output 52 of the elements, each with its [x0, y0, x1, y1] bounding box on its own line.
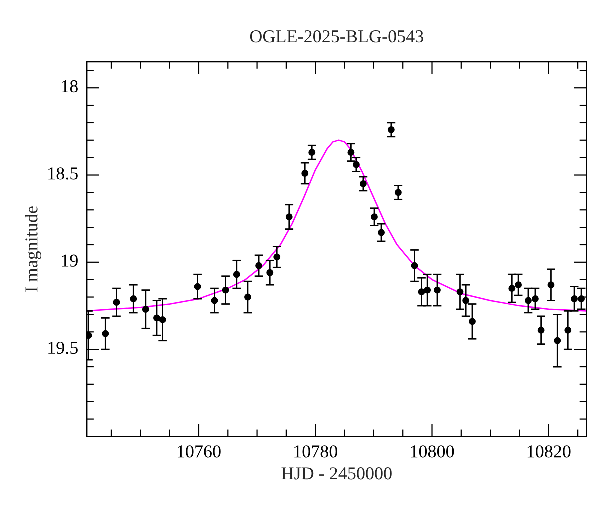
point	[113, 299, 120, 306]
point	[159, 316, 166, 324]
point	[456, 288, 464, 296]
point	[434, 286, 441, 294]
point	[154, 314, 160, 322]
point	[302, 170, 309, 177]
x-tick-label: 10780	[294, 446, 338, 458]
point	[222, 286, 230, 294]
point	[538, 326, 545, 334]
y-tick-label: 19.5	[48, 342, 78, 354]
chart-title: OGLE-2025-BLG-0543	[250, 30, 424, 43]
x-tick-label: 10760	[178, 446, 221, 458]
point	[469, 318, 476, 326]
point	[418, 288, 426, 296]
point	[130, 296, 138, 302]
point	[462, 297, 470, 304]
point	[578, 296, 586, 302]
point	[571, 296, 578, 302]
point	[525, 297, 532, 304]
point	[274, 254, 281, 261]
point	[286, 214, 293, 221]
point	[233, 271, 240, 278]
point	[554, 337, 562, 344]
point	[348, 149, 355, 156]
point	[194, 283, 202, 290]
y-tick-label: 18	[62, 80, 78, 93]
point	[211, 297, 218, 304]
point	[308, 149, 316, 156]
y-axis-title: I magnitude	[25, 206, 42, 292]
point	[508, 285, 516, 292]
point	[532, 296, 539, 302]
point	[394, 189, 402, 196]
y-tick-label: 18.5	[48, 168, 78, 180]
point	[256, 262, 263, 270]
y-tick-label: 19	[62, 254, 78, 267]
point	[411, 262, 418, 270]
point	[142, 306, 150, 313]
point	[424, 286, 432, 294]
point	[548, 282, 555, 289]
point	[360, 180, 367, 188]
point	[244, 294, 252, 301]
point	[564, 326, 572, 334]
point	[266, 269, 274, 276]
x-tick-label: 10800	[411, 446, 454, 458]
point	[378, 229, 385, 236]
point	[371, 214, 378, 221]
point	[102, 330, 110, 338]
x-axis-title: HJD - 2450000	[282, 468, 392, 480]
point	[515, 282, 522, 289]
x-tick-label: 10820	[528, 446, 571, 458]
point	[352, 161, 360, 168]
point	[388, 126, 395, 134]
